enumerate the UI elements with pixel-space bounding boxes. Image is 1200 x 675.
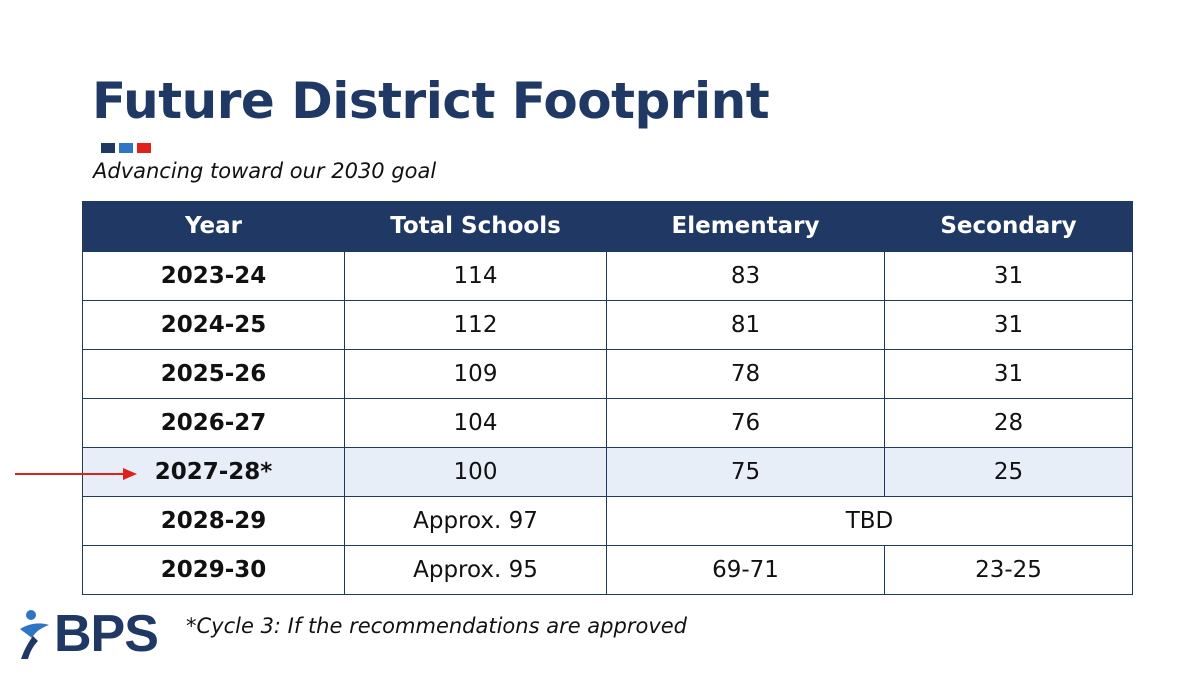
table-header-row: Year Total Schools Elementary Secondary [82,201,1133,252]
table-row: 2023-24 114 83 31 [82,251,1133,301]
footprint-table: Year Total Schools Elementary Secondary … [82,201,1133,595]
header-elementary: Elementary [606,201,885,252]
red-arrow-icon [15,468,137,480]
year-cell: 2023-24 [82,251,345,301]
table-row: 2028-29 Approx. 97 TBD [82,496,1133,546]
secondary-cell: 31 [884,300,1133,350]
logo-text: BPS [54,605,159,663]
total-schools-cell: Approx. 97 [344,496,607,546]
year-cell: 2027-28* [82,447,345,497]
header-secondary: Secondary [884,201,1133,252]
elementary-cell: 75 [606,447,885,497]
accent-square-blue [119,143,133,153]
secondary-cell: 28 [884,398,1133,448]
table-row: 2024-25 112 81 31 [82,300,1133,350]
table-row: 2029-30 Approx. 95 69-71 23-25 [82,545,1133,595]
total-schools-cell: 104 [344,398,607,448]
year-cell: 2026-27 [82,398,345,448]
total-schools-cell: 109 [344,349,607,399]
total-schools-cell: 100 [344,447,607,497]
total-schools-cell: 112 [344,300,607,350]
elementary-cell: 78 [606,349,885,399]
person-figure-icon [20,610,49,659]
table-row-highlighted: 2027-28* 100 75 25 [82,447,1133,497]
elementary-cell: 83 [606,251,885,301]
secondary-cell: 31 [884,349,1133,399]
bps-logo: BPS [18,605,159,663]
year-cell: 2024-25 [82,300,345,350]
year-cell: 2028-29 [82,496,345,546]
page-subtitle: Advancing toward our 2030 goal [93,159,437,183]
year-cell: 2025-26 [82,349,345,399]
accent-square-navy [101,143,115,153]
secondary-cell: 23-25 [884,545,1133,595]
elementary-cell: 76 [606,398,885,448]
header-total-schools: Total Schools [344,201,607,252]
total-schools-cell: 114 [344,251,607,301]
accent-squares [101,143,151,153]
footnote: *Cycle 3: If the recommendations are app… [186,614,687,638]
header-year: Year [82,201,345,252]
page-title: Future District Footprint [92,72,770,130]
elementary-cell: 81 [606,300,885,350]
table-row: 2025-26 109 78 31 [82,349,1133,399]
year-cell: 2029-30 [82,545,345,595]
secondary-cell: 31 [884,251,1133,301]
accent-square-red [137,143,151,153]
secondary-cell: 25 [884,447,1133,497]
combined-tbd-cell: TBD [606,496,1133,546]
total-schools-cell: Approx. 95 [344,545,607,595]
table-row: 2026-27 104 76 28 [82,398,1133,448]
elementary-cell: 69-71 [606,545,885,595]
